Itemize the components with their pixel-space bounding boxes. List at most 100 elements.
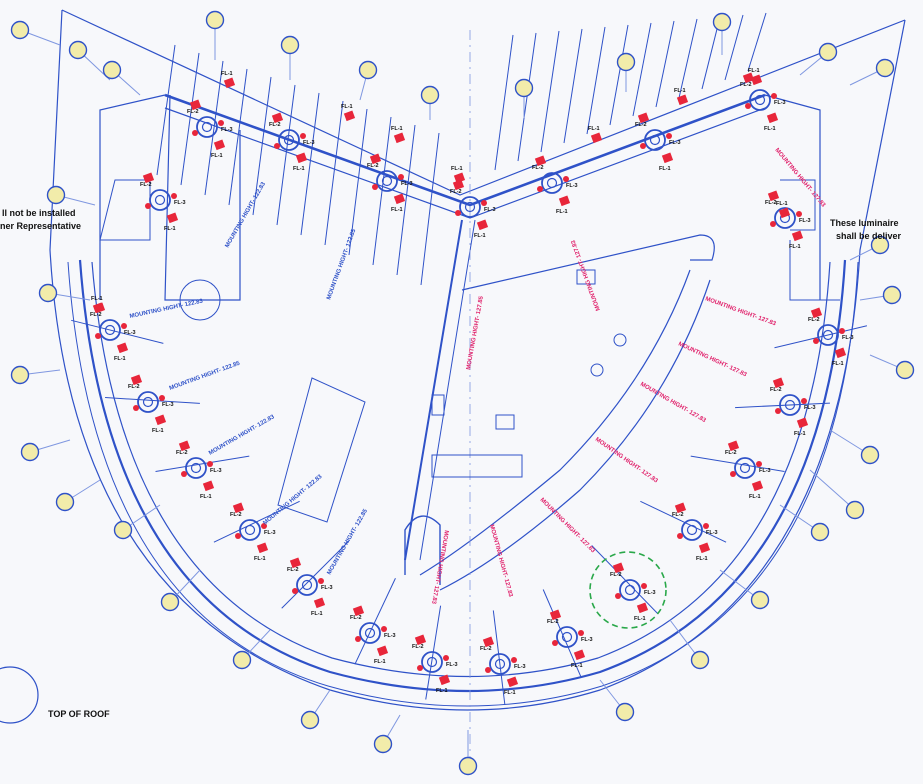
grid-bubble	[845, 500, 865, 520]
fixture-tag-fl3: FL-3	[321, 585, 333, 591]
luminaire-node-core	[381, 175, 393, 187]
fixture-tag-fl1: FL-1	[696, 556, 708, 562]
luminaire-node-core	[426, 656, 438, 668]
luminaire-node-core	[142, 396, 154, 408]
luminaire-node	[749, 89, 771, 111]
luminaire-node	[817, 324, 839, 346]
fixture-marker	[767, 190, 780, 202]
structural-rib	[156, 44, 176, 176]
structural-rib	[690, 455, 785, 472]
fixture-marker	[232, 502, 245, 514]
fixture-tag-fl2: FL-2	[269, 122, 281, 128]
grid-bubble	[280, 35, 300, 55]
luminaire-node-core	[494, 658, 506, 670]
fixture-tag-fl2: FL-2	[547, 619, 559, 625]
fixture-tag-fl3: FL-3	[514, 664, 526, 670]
fixture-tag-fl1: FL-1	[776, 201, 788, 207]
structural-rib	[372, 116, 392, 266]
fixture-tag-fl2: FL-2	[412, 644, 424, 650]
left-note-line-2: ner Representative	[0, 221, 81, 231]
fixture-tag-fl2: FL-2	[725, 450, 737, 456]
fixture-dot	[443, 655, 449, 661]
fixture-dot	[641, 583, 647, 589]
fixture-tag-fl1: FL-1	[436, 688, 448, 694]
fixture-marker	[271, 112, 284, 124]
fixture-dot	[537, 186, 543, 192]
fixture-dot	[372, 184, 378, 190]
fixture-tag-fl1: FL-1	[451, 166, 463, 172]
fixture-marker	[661, 152, 674, 164]
fixture-dot	[159, 395, 165, 401]
luminaire-node-core	[201, 121, 213, 133]
luminaire-node	[376, 170, 398, 192]
fixture-marker	[727, 440, 740, 452]
fixture-tag-fl1: FL-1	[311, 611, 323, 617]
mounting-height-label: MOUNTING HIGHT- 122.85	[169, 360, 242, 391]
fixture-dot	[355, 636, 361, 642]
fixture-tag-fl2: FL-2	[230, 512, 242, 518]
fixture-dot	[398, 174, 404, 180]
luminaire-node-core	[624, 584, 636, 596]
structural-rib	[348, 108, 368, 256]
luminaire-node	[556, 626, 578, 648]
fixture-marker	[130, 374, 143, 386]
grid-bubble	[46, 185, 66, 205]
fixture-dot	[666, 133, 672, 139]
fixture-tag-fl2: FL-2	[672, 512, 684, 518]
structural-rib	[494, 34, 514, 171]
fixture-marker	[295, 152, 308, 164]
fixture-dot	[640, 143, 646, 149]
fixture-dot	[318, 578, 324, 584]
fixture-tag-fl3: FL-3	[799, 218, 811, 224]
fixture-tag-fl1: FL-1	[91, 296, 103, 302]
fixture-dot	[181, 471, 187, 477]
fixture-marker	[289, 557, 302, 569]
fixture-dot	[417, 665, 423, 671]
fixture-tag-fl3: FL-3	[124, 330, 136, 336]
right-note-line-2: shall be deliver	[836, 231, 902, 241]
fixture-marker	[637, 112, 650, 124]
fixture-tag-fl1: FL-1	[556, 209, 568, 215]
fixture-tag-fl2: FL-2	[176, 450, 188, 456]
fixture-tag-fl2: FL-2	[90, 312, 102, 318]
luminaire-fixtures: FL-2 FL-3 FL-1 FL-2 FL-3 FL-1 FL-2 FL-3 FL-1 FL-2…	[90, 68, 854, 696]
fixture-dot	[218, 120, 224, 126]
structural-rib	[747, 12, 767, 72]
grid-bubble	[690, 650, 710, 670]
fixture-dot	[292, 588, 298, 594]
structural-rib	[517, 32, 537, 162]
fixture-dot	[839, 328, 845, 334]
fixture-marker	[142, 172, 155, 184]
left-note-line-1: ll not be installed	[2, 208, 76, 218]
fixture-tag-fl3: FL-3	[484, 207, 496, 213]
fixture-tag-fl2: FL-2	[480, 646, 492, 652]
grid-bubble	[750, 590, 770, 610]
fixture-tag-fl2: FL-2	[140, 182, 152, 188]
fixture-dot	[771, 93, 777, 99]
grid-bubble	[232, 650, 252, 670]
fixture-tag-fl2: FL-2	[635, 122, 647, 128]
fixture-marker	[313, 597, 326, 609]
fixture-tag-fl3: FL-3	[759, 468, 771, 474]
mounting-height-label: MOUNTING HIGHT- 127.83	[704, 296, 777, 327]
fixture-marker	[772, 377, 785, 389]
mounting-height-label: MOUNTING HIGHT- 127.85	[466, 295, 485, 370]
fixture-tag-fl1: FL-1	[293, 166, 305, 172]
mounting-height-label: MOUNTING HIGHT- 127.83	[773, 147, 826, 209]
fixture-tag-fl1: FL-1	[832, 361, 844, 367]
grid-bubble	[358, 60, 378, 80]
fixture-dot	[95, 333, 101, 339]
grid-bubble	[860, 445, 880, 465]
fixture-tag-fl1: FL-1	[504, 690, 516, 696]
fixture-marker	[751, 480, 764, 492]
fixture-tag-fl2: FL-2	[740, 82, 752, 88]
fixture-dot	[300, 133, 306, 139]
fixture-tag-fl1: FL-1	[114, 356, 126, 362]
luminaire-node-core	[244, 524, 256, 536]
structural-rib	[678, 18, 698, 99]
fixture-tag-fl2: FL-2	[610, 572, 622, 578]
fixture-marker	[369, 153, 382, 165]
fixture-tag-fl1: FL-1	[571, 663, 583, 669]
grid-bubble	[712, 12, 732, 32]
